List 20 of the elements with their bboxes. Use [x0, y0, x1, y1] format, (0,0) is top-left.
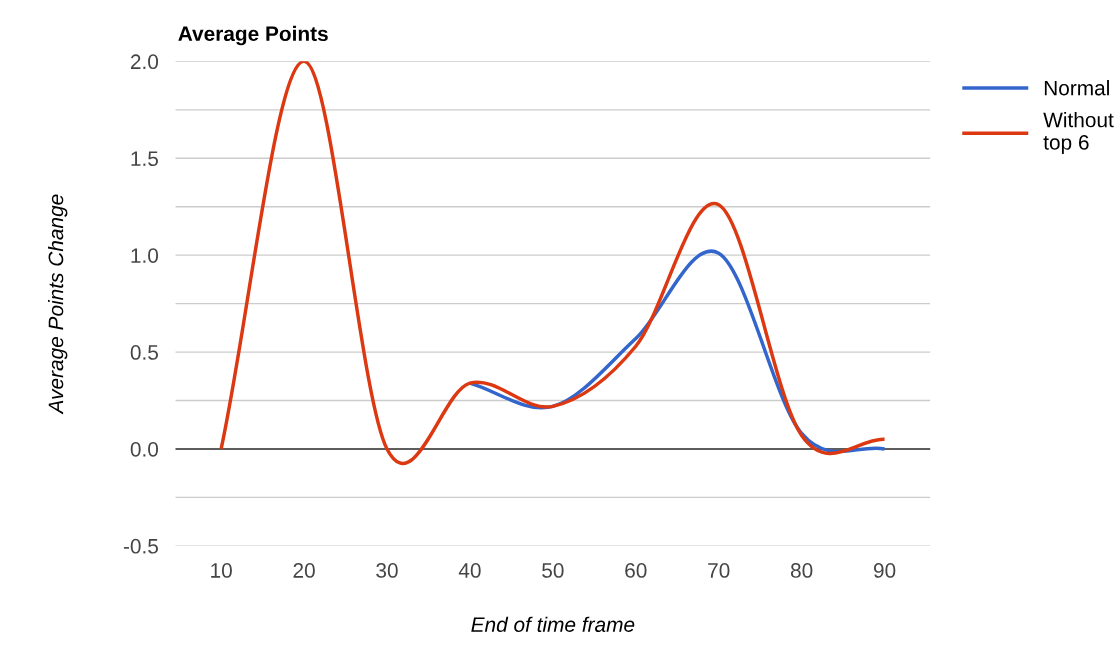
- x-tick-label: 20: [293, 563, 315, 578]
- chart-title: Average Points: [178, 25, 328, 46]
- x-tick-label: 30: [376, 563, 398, 578]
- y-tick-label: 2.0: [130, 54, 159, 70]
- x-tick-label: 90: [873, 563, 896, 578]
- x-tick-label: 50: [542, 563, 564, 578]
- legend-label: Without top 6: [1043, 112, 1114, 154]
- y-tick-label: 1.0: [131, 248, 159, 263]
- x-axis-title: End of time frame: [471, 616, 635, 632]
- x-tick-label: 10: [211, 563, 232, 578]
- y-tick-label: -0.5: [123, 538, 158, 554]
- y-axis-title: Average Points Change: [47, 194, 68, 415]
- y-tick-label: 0.0: [130, 441, 159, 457]
- x-tick-label: 40: [458, 563, 481, 578]
- legend-label: Normal: [1044, 80, 1109, 96]
- y-tick-label: 0.5: [130, 345, 158, 360]
- x-tick-label: 60: [625, 563, 647, 578]
- x-tick-label: 70: [708, 563, 730, 578]
- y-tick-label: 1.5: [131, 151, 158, 167]
- x-tick-label: 80: [790, 563, 813, 578]
